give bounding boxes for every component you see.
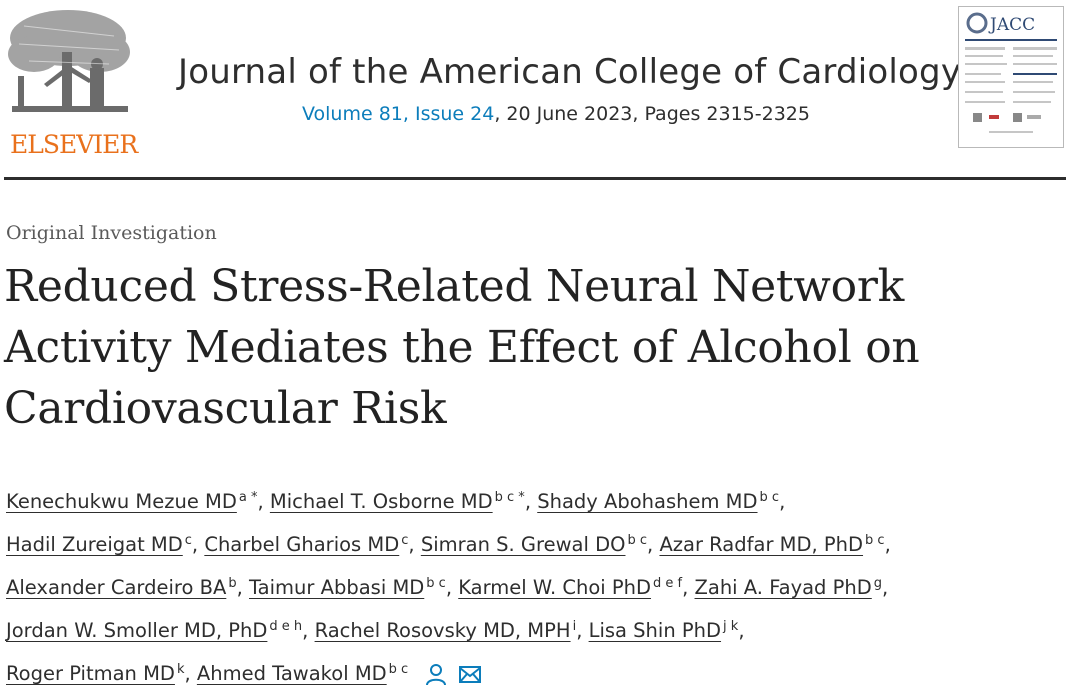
author-list: Kenechukwu Mezue MD a *, Michael T. Osbor… bbox=[6, 478, 1070, 699]
author-affiliations[interactable]: g bbox=[873, 576, 883, 591]
author-item: Zahi A. Fayad PhD g, bbox=[694, 576, 889, 599]
author-link[interactable]: Alexander Cardeiro BA bbox=[6, 576, 227, 599]
author-item: Charbel Gharios MD c, bbox=[204, 533, 415, 556]
mail-icon[interactable] bbox=[458, 660, 482, 699]
author-item: Karmel W. Choi PhD d e f, bbox=[458, 576, 689, 599]
journal-header: ELSEVIER Journal of the American College… bbox=[0, 0, 1080, 180]
author-link[interactable]: Azar Radfar MD, PhD bbox=[659, 533, 864, 556]
author-item: Lisa Shin PhD j k, bbox=[588, 619, 745, 642]
author-affiliations[interactable]: b bbox=[228, 576, 237, 591]
author-item: Shady Abohashem MD b c, bbox=[537, 490, 786, 513]
publisher-name: ELSEVIER bbox=[10, 130, 138, 159]
author-item: Jordan W. Smoller MD, PhD d e h, bbox=[6, 619, 309, 642]
author-affiliations[interactable]: c bbox=[401, 533, 409, 548]
author-affiliations[interactable]: k bbox=[176, 662, 185, 677]
author-link[interactable]: Kenechukwu Mezue MD bbox=[6, 490, 237, 513]
article-title: Reduced Stress-Related Neural Network Ac… bbox=[4, 261, 920, 434]
author-item: Alexander Cardeiro BA b, bbox=[6, 576, 243, 599]
cover-label: JACC bbox=[988, 15, 1035, 35]
author-link[interactable]: Shady Abohashem MD bbox=[537, 490, 758, 513]
author-item: Michael T. Osborne MD b c *, bbox=[269, 490, 532, 513]
journal-meta: Volume 81, Issue 24, 20 June 2023, Pages… bbox=[302, 103, 810, 125]
author-link[interactable]: Zahi A. Fayad PhD bbox=[694, 576, 872, 599]
author-item: Rachel Rosovsky MD, MPH i, bbox=[314, 619, 583, 642]
elsevier-tree-icon[interactable]: ELSEVIER bbox=[4, 6, 138, 159]
author-link[interactable]: Michael T. Osborne MD bbox=[269, 490, 493, 513]
author-item: Taimur Abbasi MD b c, bbox=[249, 576, 453, 599]
date-pages: , 20 June 2023, Pages 2315-2325 bbox=[494, 103, 810, 125]
volume-issue-link[interactable]: Volume 81, Issue 24 bbox=[302, 103, 495, 125]
author-item: Roger Pitman MD k, bbox=[6, 662, 191, 685]
person-icon[interactable] bbox=[424, 660, 448, 699]
author-item: Hadil Zureigat MD c, bbox=[6, 533, 199, 556]
author-affiliations[interactable]: b c bbox=[627, 533, 648, 548]
journal-cover-thumbnail[interactable]: JACC bbox=[958, 6, 1064, 148]
author-link[interactable]: Charbel Gharios MD bbox=[204, 533, 400, 556]
author-affiliations[interactable]: b c bbox=[865, 533, 885, 548]
author-affiliations[interactable]: i bbox=[572, 619, 577, 634]
author-affiliations[interactable]: b c * bbox=[494, 490, 525, 505]
article-type: Original Investigation bbox=[6, 222, 217, 244]
author-link[interactable]: Karmel W. Choi PhD bbox=[458, 576, 652, 599]
author-link[interactable]: Ahmed Tawakol MD bbox=[196, 662, 387, 685]
author-affiliations[interactable]: b c bbox=[759, 490, 780, 505]
author-affiliations[interactable]: d e h bbox=[269, 619, 303, 634]
author-item: Ahmed Tawakol MD b c bbox=[197, 662, 408, 685]
author-affiliations[interactable]: b c bbox=[388, 662, 409, 677]
author-affiliations[interactable]: b c bbox=[426, 576, 446, 591]
author-link[interactable]: Jordan W. Smoller MD, PhD bbox=[6, 619, 268, 642]
journal-title[interactable]: Journal of the American College of Cardi… bbox=[178, 52, 962, 92]
author-affiliations[interactable]: c bbox=[184, 533, 192, 548]
author-affiliations[interactable]: j k bbox=[723, 619, 739, 634]
author-affiliations[interactable]: a * bbox=[238, 490, 258, 505]
author-link[interactable]: Taimur Abbasi MD bbox=[249, 576, 425, 599]
author-link[interactable]: Lisa Shin PhD bbox=[588, 619, 722, 642]
author-link[interactable]: Roger Pitman MD bbox=[6, 662, 175, 685]
author-link[interactable]: Rachel Rosovsky MD, MPH bbox=[314, 619, 571, 642]
header-divider bbox=[4, 177, 1066, 180]
author-link[interactable]: Simran S. Grewal DO bbox=[420, 533, 626, 556]
author-item: Kenechukwu Mezue MD a *, bbox=[6, 490, 264, 513]
author-link[interactable]: Hadil Zureigat MD bbox=[6, 533, 183, 556]
author-item: Simran S. Grewal DO b c, bbox=[420, 533, 654, 556]
author-affiliations[interactable]: d e f bbox=[653, 576, 683, 591]
author-item: Azar Radfar MD, PhD b c, bbox=[659, 533, 891, 556]
